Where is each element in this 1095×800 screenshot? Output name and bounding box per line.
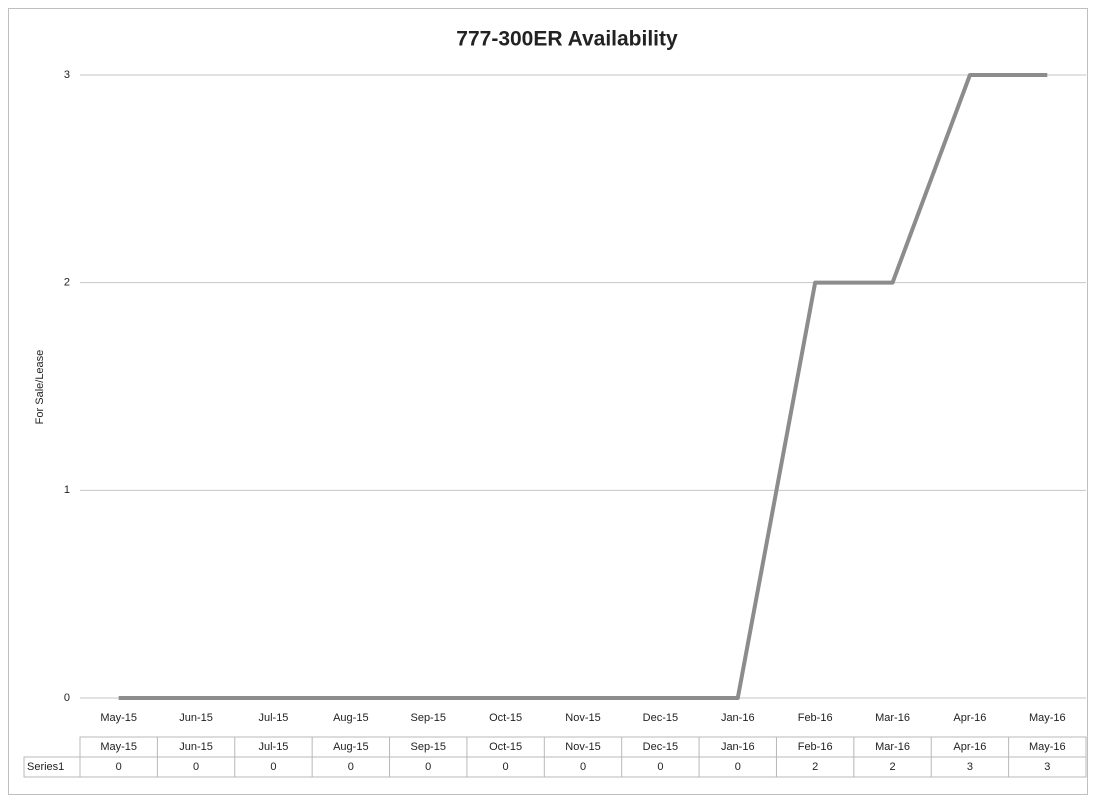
table-value: 0: [657, 761, 663, 773]
x-tick-label: Apr-16: [953, 712, 986, 724]
table-category: Nov-15: [565, 741, 600, 753]
x-tick-label: Aug-15: [333, 712, 368, 724]
y-tick-label: 3: [64, 69, 70, 81]
table-value: 2: [889, 761, 895, 773]
x-tick-label: Jan-16: [721, 712, 755, 724]
table-category: Jul-15: [258, 741, 288, 753]
table-category: Oct-15: [489, 741, 522, 753]
table-category: Apr-16: [953, 741, 986, 753]
line-series: [118, 73, 1048, 700]
x-tick-label: Oct-15: [489, 712, 522, 724]
x-tick-label: May-16: [1029, 712, 1066, 724]
table-category: May-15: [100, 741, 137, 753]
x-tick-label: May-15: [100, 712, 137, 724]
table-category: Jun-15: [179, 741, 213, 753]
table-category: Dec-15: [643, 741, 678, 753]
chart-border: [8, 8, 1088, 795]
table-value: 0: [116, 761, 122, 773]
x-tick-label: Mar-16: [875, 712, 910, 724]
table-category: May-16: [1029, 741, 1066, 753]
table-value: 0: [193, 761, 199, 773]
y-axis-label: For Sale/Lease: [34, 350, 46, 425]
table-value: 0: [580, 761, 586, 773]
x-tick-label: Nov-15: [565, 712, 600, 724]
table-series-name: Series1: [27, 761, 64, 773]
chart-title: 777-300ER Availability: [456, 28, 678, 51]
x-tick-label: Dec-15: [643, 712, 678, 724]
table-value: 0: [425, 761, 431, 773]
x-tick-label: Sep-15: [410, 712, 445, 724]
table-category: Feb-16: [798, 741, 833, 753]
y-tick-label: 1: [64, 484, 70, 496]
table-value: 2: [812, 761, 818, 773]
y-tick-label: 0: [64, 692, 70, 704]
table-value: 0: [270, 761, 276, 773]
table-category: Aug-15: [333, 741, 368, 753]
table-value: 3: [1044, 761, 1050, 773]
table-category: Jan-16: [721, 741, 755, 753]
table-category: Mar-16: [875, 741, 910, 753]
table-value: 0: [735, 761, 741, 773]
table-value: 3: [967, 761, 973, 773]
table-value: 0: [503, 761, 509, 773]
table-category: Sep-15: [410, 741, 445, 753]
y-tick-label: 2: [64, 277, 70, 289]
x-tick-label: Jun-15: [179, 712, 213, 724]
table-value: 0: [348, 761, 354, 773]
x-tick-label: Jul-15: [258, 712, 288, 724]
x-tick-label: Feb-16: [798, 712, 833, 724]
